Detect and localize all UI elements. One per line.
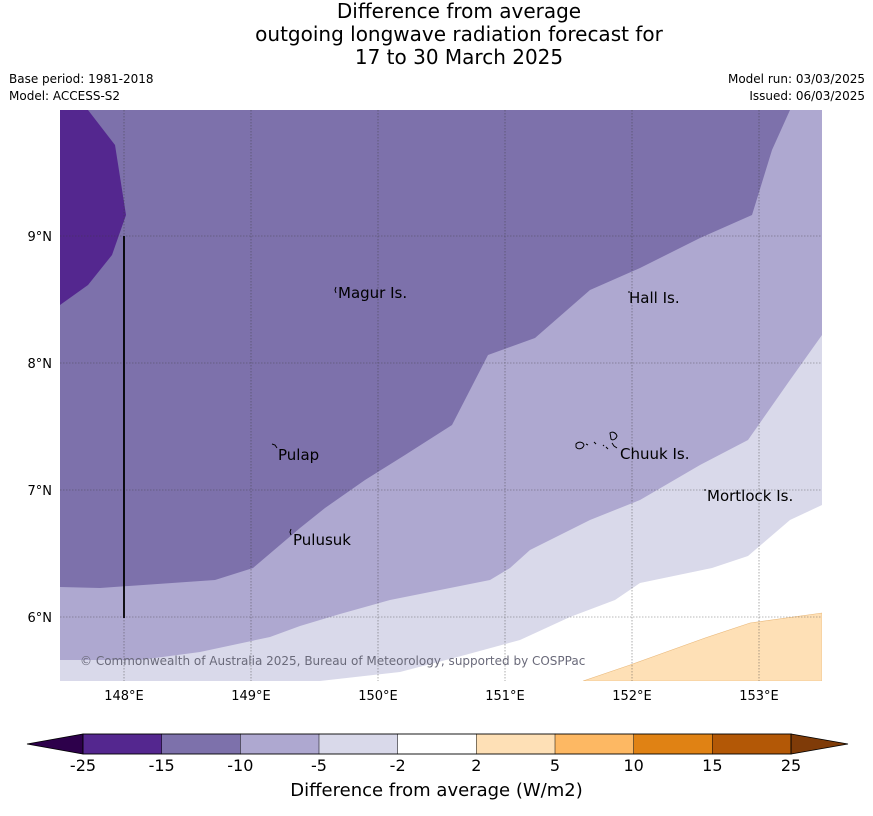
colorbar-tick-label: -15 (148, 756, 175, 775)
lon-tick-150: 150°E (358, 689, 398, 704)
colorbar-tick-label: 2 (471, 756, 482, 775)
colorbar-segments (26, 733, 849, 755)
title-line-1: Difference from average (336, 0, 582, 23)
lat-tick-8n: 8°N (28, 357, 53, 372)
map-title: Difference from average outgoing longwav… (0, 0, 873, 69)
place-hall: Hall Is. (629, 289, 680, 307)
place-chuuk: Chuuk Is. (620, 445, 689, 463)
place-pulap: Pulap (278, 446, 319, 464)
colorbar-segment (554, 733, 635, 755)
lat-tick-9n: 9°N (28, 230, 53, 245)
contour-fill-group (60, 110, 822, 681)
colorbar-tick-label: 15 (702, 756, 723, 775)
colorbar-segment (318, 733, 399, 755)
colorbar-title: Difference from average (W/m2) (290, 780, 583, 801)
colorbar-tick-label: -25 (69, 756, 97, 775)
colorbar-segment (82, 733, 163, 755)
lat-tick-6n: 6°N (28, 611, 53, 626)
copyright-text: © Commonwealth of Australia 2025, Bureau… (80, 654, 585, 668)
lon-tick-153: 153°E (739, 689, 779, 704)
chuuk-lagoon-islands (575, 431, 618, 450)
meta-left: Base period: 1981-2018 Model: ACCESS-S2 (9, 71, 154, 105)
contour-fill-minus10-to-minus15 (60, 110, 790, 588)
place-labels: Magur Is. Hall Is. Pulap Chuuk Is. Mortl… (278, 284, 793, 549)
colorbar-tick-label: -2 (389, 756, 406, 775)
place-pulusuk: Pulusuk (293, 531, 351, 549)
colorbar-tick-label: 25 (780, 756, 802, 775)
place-mortlock: Mortlock Is. (707, 487, 793, 505)
colorbar-segment (633, 733, 714, 755)
colorbar-extend-low (26, 733, 84, 755)
colorbar-segment (476, 733, 556, 755)
colorbar-segment (161, 733, 242, 755)
island-outlines (271, 286, 706, 536)
meta-right: Model run: 03/03/2025 Issued: 06/03/2025 (728, 71, 865, 105)
colorbar-tick-label: 5 (549, 756, 561, 775)
colorbar-tick-label: 10 (623, 756, 644, 775)
colorbar-segment (240, 733, 320, 755)
lat-tick-7n: 7°N (28, 484, 53, 499)
colorbar-segment (397, 733, 478, 755)
magur-island-shape (334, 286, 337, 294)
contour-fill-minus15-to-minus25 (60, 110, 126, 305)
issued-text: Issued: 06/03/2025 (749, 89, 865, 103)
lat-tick-labels: 9°N 8°N 7°N 6°N (28, 230, 53, 626)
title-line-2: outgoing longwave radiation forecast for (255, 22, 663, 46)
base-period-text: Base period: 1981-2018 (9, 72, 154, 86)
model-run-text: Model run: 03/03/2025 (727, 72, 865, 86)
place-magur: Magur Is. (338, 284, 407, 302)
colorbar-segment (712, 733, 792, 755)
pulusuk-island-shape (289, 528, 292, 536)
colorbar-tick-label: -10 (227, 756, 254, 775)
lon-tick-152: 152°E (612, 689, 652, 704)
contour-fill-2-to-5 (582, 612, 822, 681)
lon-tick-148: 148°E (104, 689, 144, 704)
colorbar-extend-high (790, 733, 849, 755)
model-text: Model: ACCESS-S2 (9, 89, 121, 103)
colorbar-frame (82, 733, 792, 755)
lon-tick-149: 149°E (231, 689, 271, 704)
lon-tick-labels: 148°E 149°E 150°E 151°E 152°E 153°E (104, 689, 779, 704)
lon-tick-151: 151°E (485, 689, 525, 704)
title-line-3: 17 to 30 March 2025 (354, 45, 564, 69)
colorbar-tick-label: -5 (311, 756, 327, 775)
pulap-island-shape (271, 443, 278, 449)
